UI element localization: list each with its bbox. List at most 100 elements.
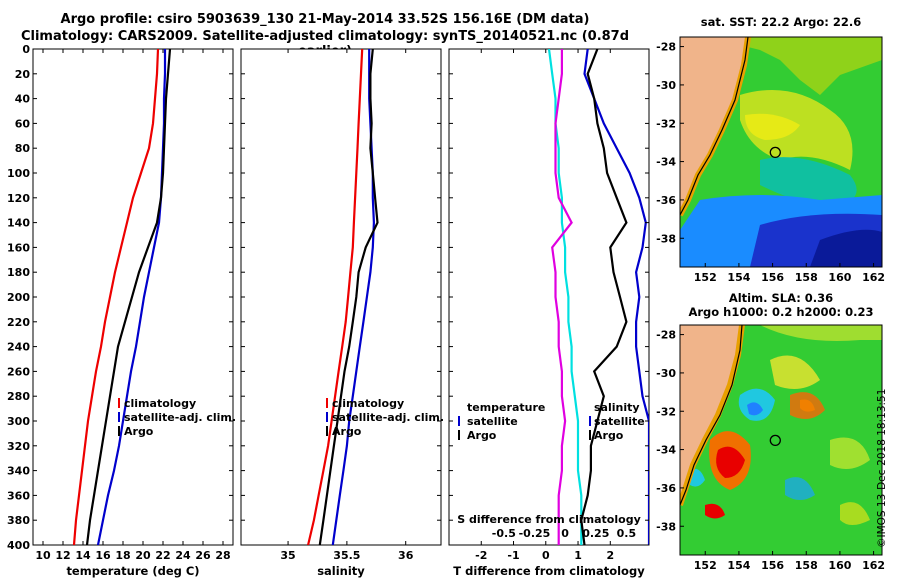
temperature-xtick-label: 16	[95, 549, 111, 562]
depth-tick-label: 140	[7, 217, 30, 230]
salinity-xtick-label: 35.5	[333, 549, 360, 562]
temperature-xtick-label: 12	[55, 549, 70, 562]
sst-map-lon-label: 160	[828, 271, 851, 284]
difference-panel: -2 -1 0 1 2-0.5 -0.25 0 0.25 0.5S difference fro…	[448, 48, 650, 578]
sst-map-lon-label: 158	[795, 271, 818, 284]
temperature-xtick-label: 26	[195, 549, 211, 562]
difference-s-tick-label: 0.25	[582, 527, 609, 540]
temperature-series-argo	[85, 49, 172, 545]
sla-map-lat-label: -30	[656, 367, 676, 380]
timestamp-watermark: ©IMOS 13-Dec-2018 18:13:51	[876, 388, 888, 548]
sla-map-lon-label: 154	[727, 559, 750, 572]
salinity-series-climatology	[307, 49, 364, 545]
salinity-xtick-label: 36	[398, 549, 414, 562]
difference-xtick-label: 1	[574, 549, 582, 562]
sst-map-lat-label: -38	[656, 232, 676, 245]
sst-map-lon-label: 152	[694, 271, 717, 284]
depth-tick-label: 0	[22, 43, 30, 56]
s-legend-label: salinity	[594, 401, 640, 414]
sst-float-marker	[769, 146, 781, 159]
depth-tick-label: 240	[7, 341, 30, 354]
salinity-xtick-label: 35	[280, 549, 295, 562]
temperature-xtick-label: 10	[35, 549, 51, 562]
salinity-panel: 35 35.5 36 salinity climatologysatellite-adj…	[240, 48, 444, 578]
difference-series-salinity-satellite	[583, 49, 649, 545]
s-legend-label: Argo	[594, 429, 624, 442]
depth-tick-label: 280	[7, 390, 30, 403]
temperature-xtick-label: 20	[135, 549, 151, 562]
sla-map-lat-label: -34	[656, 444, 676, 457]
sla-map-lat-label: -38	[656, 520, 676, 533]
sst-map-lon-label: 156	[761, 271, 784, 284]
depth-tick-label: 40	[15, 93, 31, 106]
depth-tick-label: 20	[15, 68, 31, 81]
difference-axes-frame	[448, 48, 650, 546]
sst-map-lon-label: 154	[727, 271, 750, 284]
temperature-xtick-label: 14	[75, 549, 91, 562]
title-line-1: Argo profile: csiro 5903639_130 21-May-2…	[60, 12, 590, 27]
sst-map-lat-label: -28	[656, 41, 676, 54]
depth-tick-label: 260	[7, 365, 30, 378]
sst-map: 152 154 156 158 160 162 -28 -30 -32 -34 -36 -38	[656, 36, 885, 284]
salinity-legend-label: Argo	[332, 425, 362, 438]
temperature-xtick-label: 24	[175, 549, 191, 562]
depth-tick-label: 160	[7, 241, 30, 254]
salinity-legend-label: satellite-adj. clim.	[332, 411, 444, 424]
salinity-legend-label: climatology	[332, 397, 404, 410]
difference-xlabel: T difference from climatology	[453, 564, 645, 578]
temperature-xtick-label: 18	[115, 549, 130, 562]
difference-xtick-label: -1	[507, 549, 519, 562]
s-legend-label: satellite	[594, 415, 645, 428]
difference-xtick-label: -2	[475, 549, 487, 562]
temperature-series-climatology	[72, 49, 160, 545]
sst-map-lon-label: 162	[862, 271, 885, 284]
sla-map-lon-label: 152	[694, 559, 717, 572]
sst-map-lat-label: -36	[656, 194, 676, 207]
depth-tick-label: 380	[7, 514, 30, 527]
t-legend-label: temperature	[467, 401, 545, 414]
temperature-legend-label: satellite-adj. clim.	[124, 411, 236, 424]
temperature-legend-label: climatology	[124, 397, 196, 410]
difference-xtick-label: 2	[606, 549, 614, 562]
depth-tick-label: 180	[7, 266, 30, 279]
sla-map-lat-label: -36	[656, 482, 676, 495]
depth-tick-label: 320	[7, 440, 30, 453]
depth-tick-label: 100	[7, 167, 30, 180]
depth-tick-label: 200	[7, 291, 30, 304]
difference-s-tick-label: 0.5	[617, 527, 637, 540]
depth-tick-label: 220	[7, 316, 30, 329]
depth-tick-label: 400	[7, 539, 30, 552]
sla-map-lon-label: 158	[795, 559, 818, 572]
difference-s-tick-label: -0.5	[492, 527, 516, 540]
temperature-xtick-label: 22	[155, 549, 170, 562]
sst-map-title: sat. SST: 22.2 Argo: 22.6	[701, 15, 861, 29]
difference-s-tick-label: -0.25	[519, 527, 551, 540]
temperature-xtick-label: 28	[215, 549, 230, 562]
difference-s-tick-label: 0	[561, 527, 569, 540]
sla-map-frame	[679, 324, 883, 556]
sst-map-lat-label: -30	[656, 79, 676, 92]
sla-map-lon-label: 162	[862, 559, 885, 572]
sla-map-subtitle: Argo h1000: 0.2 h2000: 0.23	[688, 305, 873, 319]
depth-tick-label: 300	[7, 415, 30, 428]
depth-tick-label: 120	[7, 192, 30, 205]
depth-tick-label: 360	[7, 489, 30, 502]
difference-s-axis-label: S difference from climatology	[457, 513, 641, 526]
salinity-series-argo	[318, 49, 379, 545]
sla-map-title: Altim. SLA: 0.36	[729, 291, 833, 305]
t-legend-label: Argo	[467, 429, 497, 442]
temperature-legend-label: Argo	[124, 425, 154, 438]
sla-map-lon-label: 156	[761, 559, 784, 572]
salinity-xlabel: salinity	[317, 564, 365, 578]
temperature-panel: 0 20 40 60 80 100 120 140 160 180 200 220 240 260 280 3…	[7, 43, 236, 578]
sla-map-lat-label: -28	[656, 329, 676, 342]
difference-series-salinity-argo	[580, 49, 628, 545]
difference-xtick-label: 0	[542, 549, 550, 562]
sla-map-lat-label: -32	[656, 405, 676, 418]
depth-tick-label: 60	[15, 117, 31, 130]
depth-tick-label: 80	[15, 142, 31, 155]
difference-series-temperature-climatology	[551, 49, 573, 545]
depth-tick-label: 340	[7, 465, 30, 478]
sla-map-lon-label: 160	[828, 559, 851, 572]
